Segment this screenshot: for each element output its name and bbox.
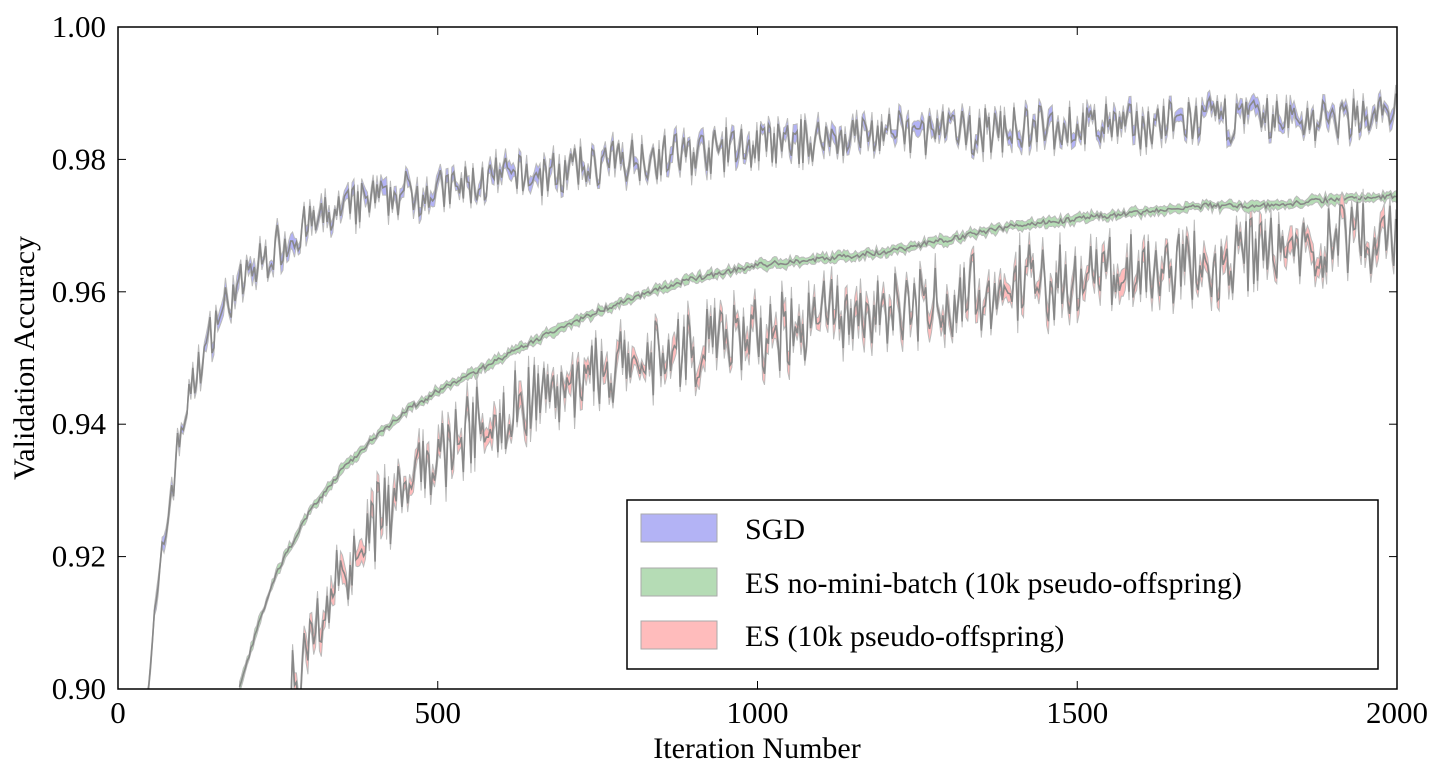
- x-tick-label: 2000: [1366, 695, 1428, 730]
- series-0: [147, 84, 1397, 689]
- y-tick-label: 0.94: [52, 406, 107, 441]
- y-tick-label: 0.92: [52, 539, 106, 574]
- x-tick-label: 500: [415, 695, 462, 730]
- legend-swatch-sgd: [640, 513, 718, 543]
- series-marks: [147, 84, 1397, 689]
- y-tick-label: 0.90: [52, 671, 106, 706]
- legend-label-es-no-mini-batch: ES no-mini-batch (10k pseudo-offspring): [745, 567, 1242, 600]
- series-mean-line: [147, 93, 1397, 689]
- legend-label-es: ES (10k pseudo-offspring): [745, 620, 1064, 653]
- axis-ticks: 0 500 1000 1500 2000 0.90 0.92 0.94 0.96 0.98 1.00: [52, 9, 1428, 730]
- x-tick-label: 1000: [727, 695, 789, 730]
- y-tick-label: 1.00: [52, 9, 106, 44]
- legend-swatch-es: [640, 620, 718, 650]
- y-tick-label: 0.96: [52, 274, 106, 309]
- y-axis-label: Validation Accuracy: [8, 236, 41, 480]
- legend-frame: [626, 499, 1379, 670]
- x-axis-label: Iteration Number: [653, 732, 860, 765]
- series-2: [290, 188, 1397, 689]
- series-mean-line: [238, 192, 1397, 688]
- x-tick-label: 0: [110, 695, 126, 730]
- y-tick-label: 0.98: [52, 141, 106, 176]
- legend: SGD ES no-mini-batch (10k pseudo-offspri…: [626, 499, 1379, 670]
- legend-label-sgd: SGD: [745, 513, 805, 546]
- legend-swatch-es-no-mini-batch: [640, 567, 718, 597]
- series-mean-line: [290, 201, 1397, 689]
- x-tick-label: 1500: [1046, 695, 1108, 730]
